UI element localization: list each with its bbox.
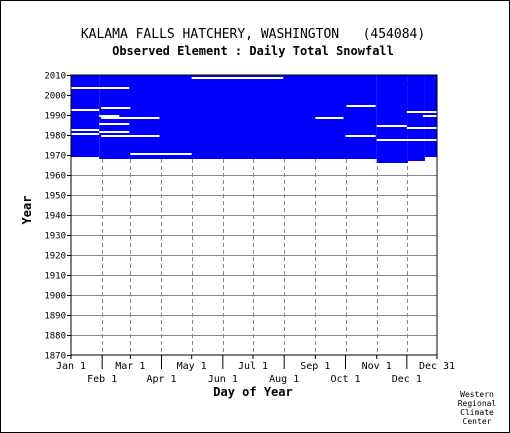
x-axis-label: Day of Year: [213, 385, 292, 399]
credit-line-2: Regional: [458, 399, 497, 408]
x-tick-label: Mar 1: [115, 361, 145, 372]
x-tick-label: Apr 1: [146, 374, 176, 385]
x-tick-label: Sep 1: [300, 361, 330, 372]
y-tick-label: 1940: [44, 212, 66, 222]
missing-segment: [422, 115, 437, 117]
credit-line-1: Western: [460, 390, 494, 399]
missing-segment: [162, 153, 192, 155]
y-tick-label: 1920: [44, 252, 66, 262]
y-tick-label: 1950: [44, 192, 66, 202]
y-tick-label: 1930: [44, 232, 66, 242]
chart-subtitle: Observed Element : Daily Total Snowfall: [112, 44, 394, 58]
y-tick-label: 1910: [44, 272, 66, 282]
missing-segment: [346, 105, 376, 107]
missing-segment: [99, 123, 130, 125]
y-axis-label: Year: [20, 196, 34, 225]
y-tick-label: 2000: [44, 92, 66, 102]
wrcc-credit: Western Regional Climate Center: [458, 390, 497, 426]
missing-segment: [376, 125, 407, 127]
missing-data-layer: [71, 77, 437, 155]
missing-segment: [99, 115, 120, 117]
missing-segment: [345, 135, 376, 137]
x-tick-label: Jan 1: [56, 361, 86, 372]
x-tick-label: Aug 1: [269, 374, 299, 385]
x-tick-label: Jun 1: [208, 374, 238, 385]
y-tick-label: 1980: [44, 132, 66, 142]
credit-line-4: Center: [463, 417, 492, 426]
missing-segment: [191, 77, 284, 79]
observed-block: [407, 75, 425, 161]
y-axis: 1870 1880 1890 1900 1910 1920 1930 1940 1950 1960…: [44, 72, 71, 362]
missing-segment: [71, 109, 100, 111]
missing-segment: [406, 111, 437, 113]
y-tick-label: 1990: [44, 112, 66, 122]
x-axis: Jan 1 Mar 1 May 1 Jul 1 Sep 1 Nov 1 Dec 31 Feb …: [56, 355, 455, 385]
missing-segment: [71, 129, 100, 131]
y-tick-label: 1880: [44, 332, 66, 342]
y-tick-label: 1970: [44, 152, 66, 162]
x-tick-label: Dec 1: [392, 374, 422, 385]
chart-title: KALAMA FALLS HATCHERY, WASHINGTON (45408…: [81, 27, 425, 42]
observed-block: [376, 75, 408, 163]
x-tick-label: Oct 1: [330, 374, 360, 385]
missing-segment: [99, 131, 130, 133]
missing-segment: [71, 87, 100, 89]
x-tick-label: Nov 1: [362, 361, 392, 372]
x-tick-label: Jul 1: [238, 361, 268, 372]
y-tick-label: 2010: [44, 72, 66, 82]
missing-segment: [101, 117, 160, 119]
missing-segment: [315, 117, 344, 119]
y-tick-label: 1870: [44, 352, 66, 362]
y-tick-label: 1960: [44, 172, 66, 182]
missing-segment: [130, 153, 163, 155]
missing-segment: [101, 107, 131, 109]
missing-segment: [406, 127, 437, 129]
y-tick-label: 1890: [44, 312, 66, 322]
credit-line-3: Climate: [460, 408, 494, 417]
x-tick-label: May 1: [177, 361, 207, 372]
missing-segment: [99, 87, 130, 89]
x-tick-label: Dec 31: [419, 361, 455, 372]
missing-segment: [101, 135, 160, 137]
x-tick-label: Feb 1: [87, 374, 117, 385]
missing-segment: [71, 133, 100, 135]
y-tick-label: 1900: [44, 292, 66, 302]
missing-segment: [376, 139, 437, 141]
